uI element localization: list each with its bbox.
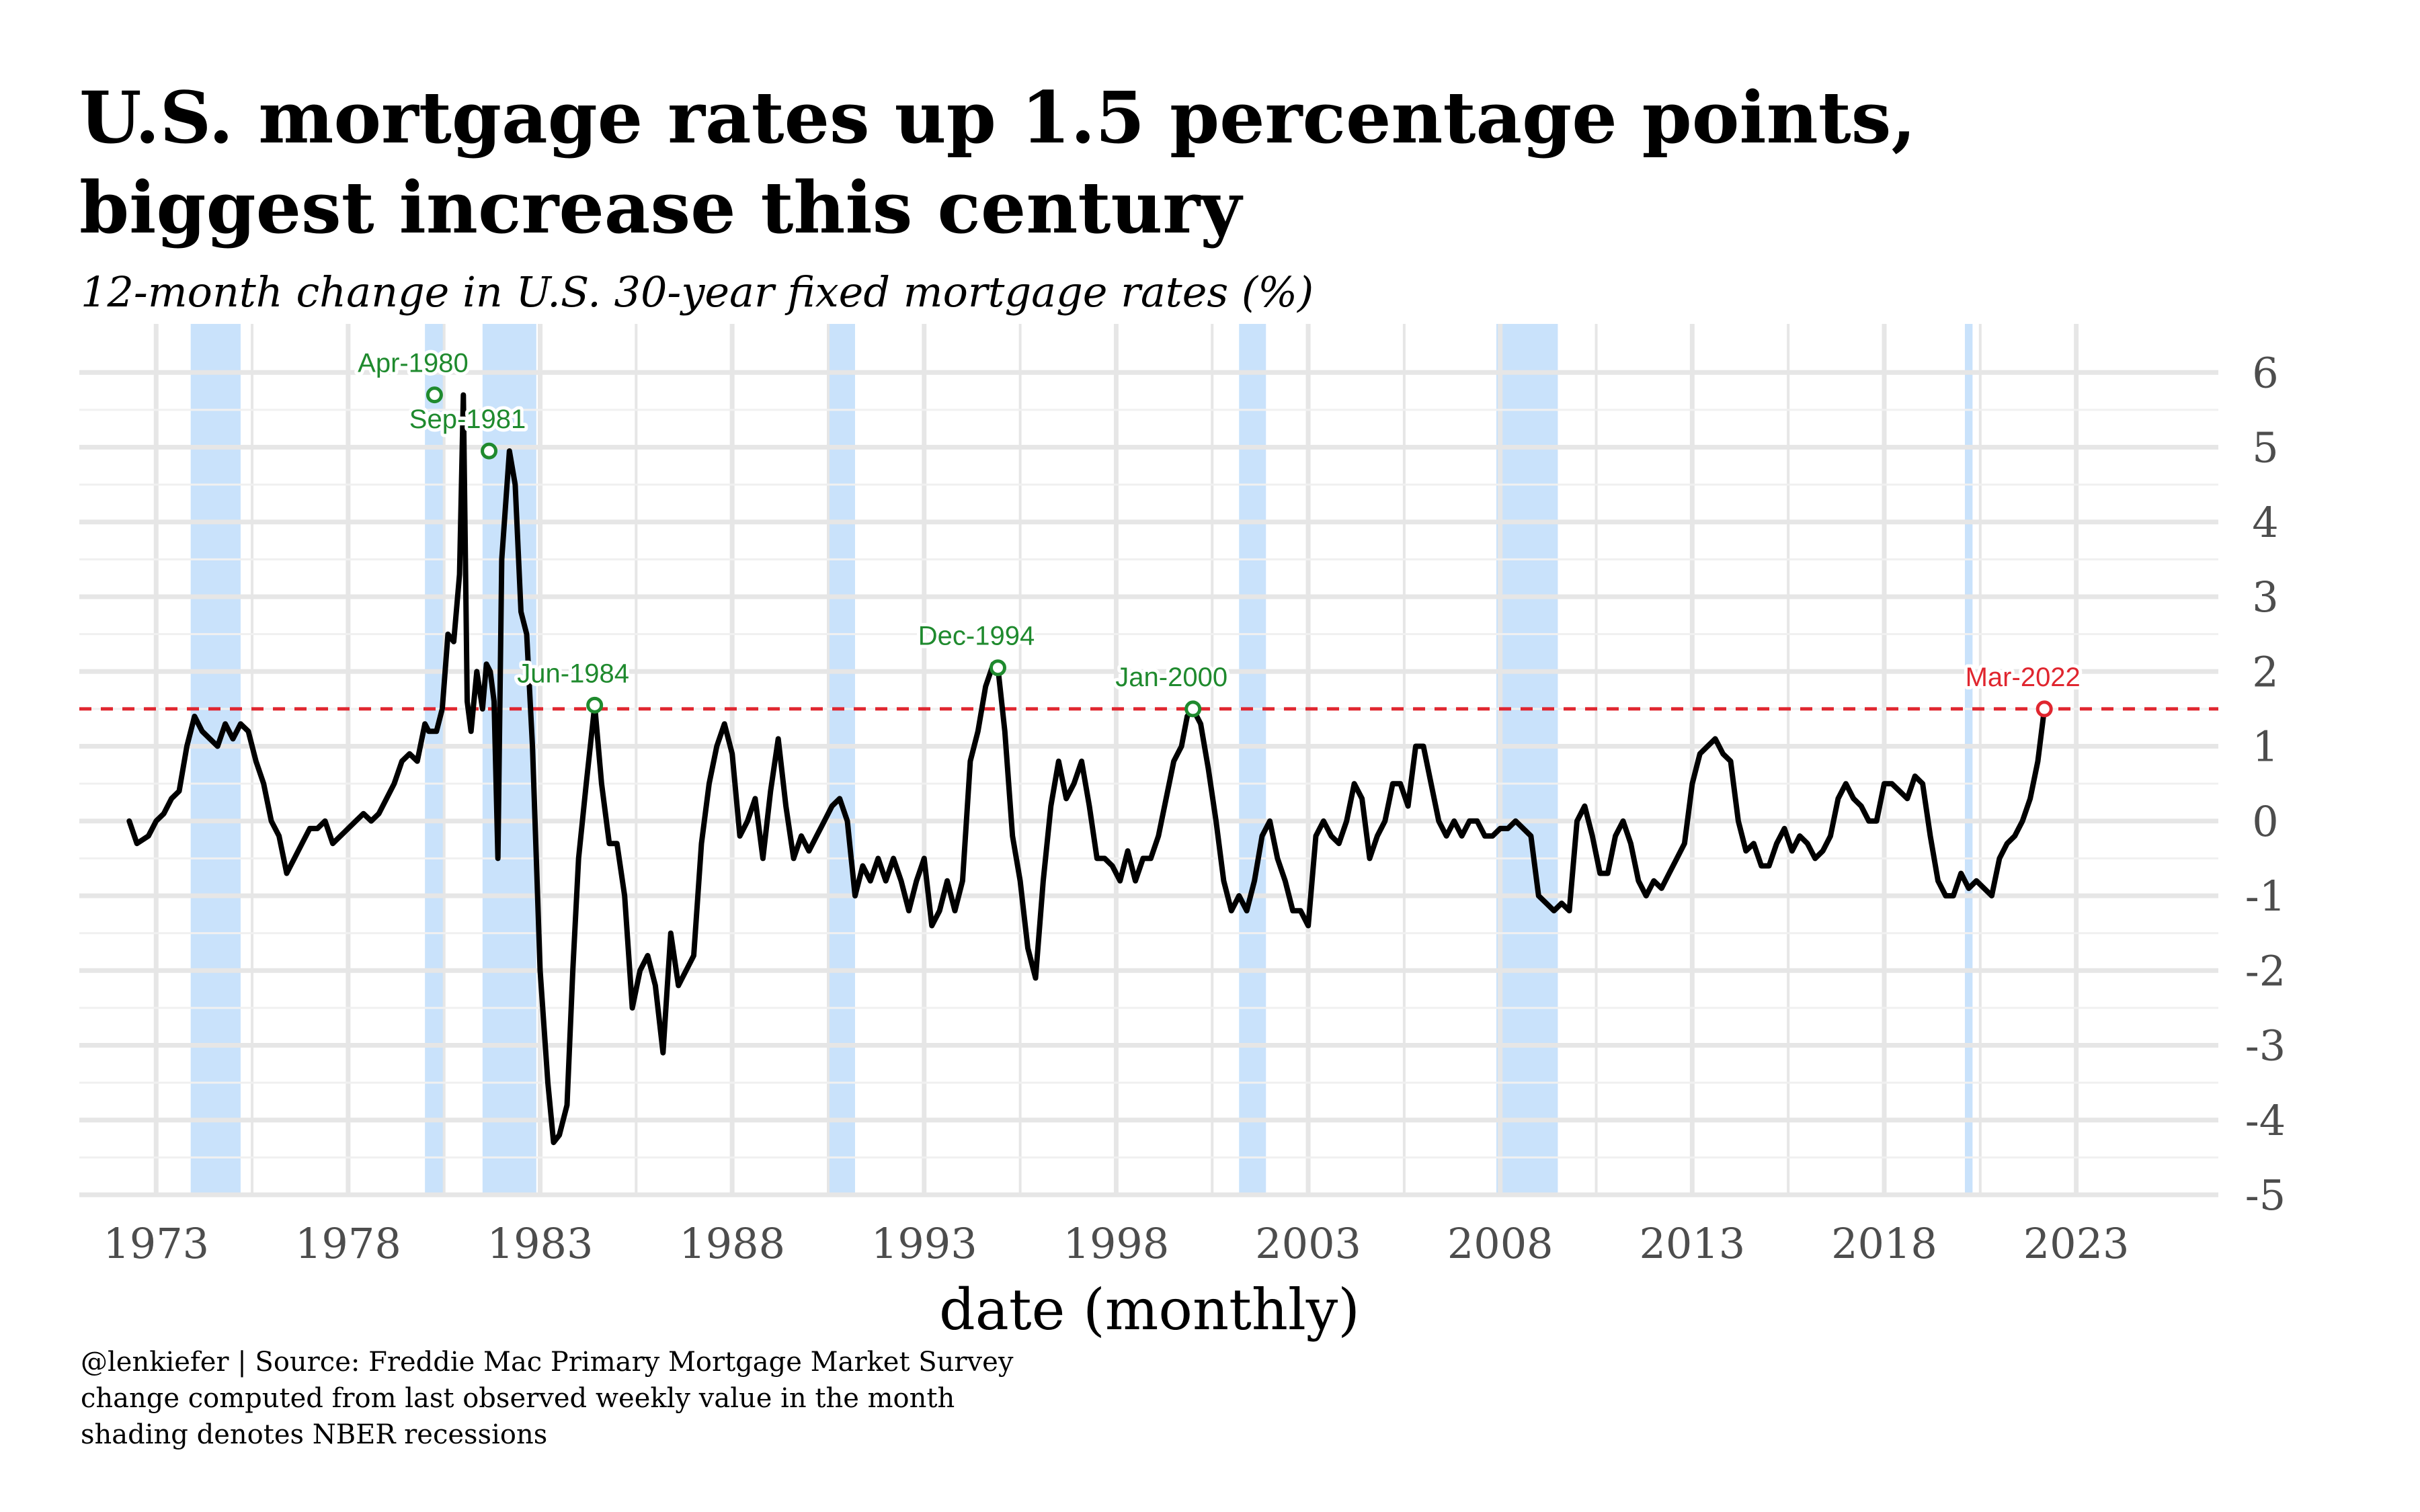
recession-band-7: [1964, 324, 1973, 1195]
x-tick-1998: 1998: [1063, 1219, 1170, 1268]
annotation-point-3: [586, 696, 604, 714]
y-tick--1: -1: [2245, 872, 2286, 921]
chart-title-line-2: biggest increase this century: [79, 165, 1242, 249]
annotation-label-6: Mar-2022: [1966, 663, 2081, 692]
x-tick-1993: 1993: [871, 1219, 977, 1268]
annotation-point-4: [989, 659, 1006, 677]
x-tick-1973: 1973: [103, 1219, 209, 1268]
x-tick-2018: 2018: [1831, 1219, 1937, 1268]
x-tick-2013: 2013: [1639, 1219, 1745, 1268]
caption-line-1: @lenkiefer | Source: Freddie Mac Primary…: [81, 1347, 1014, 1378]
caption-line-2: change computed from last observed weekl…: [81, 1383, 955, 1414]
annotation-label-4: Dec-1994: [918, 622, 1035, 651]
series-line-1: [126, 392, 2048, 1146]
annotation-point-1: [426, 386, 443, 404]
y-tick-0: 0: [2252, 797, 2278, 846]
chart-subtitle: 12-month change in U.S. 30-year fixed mo…: [81, 267, 1314, 317]
recession-band-4: [828, 324, 855, 1195]
annotation-label-2: Sep-1981: [409, 405, 526, 434]
chart-title-line-1: U.S. mortgage rates up 1.5 percentage po…: [79, 75, 1917, 159]
x-axis-tick-labels: 1973 1978 1983 1988 1993 1998 2003 2008 2013 2018…: [103, 1219, 2129, 1268]
annotation-label-5: Jan-2000: [1115, 663, 1227, 692]
x-tick-2023: 2023: [2023, 1219, 2130, 1268]
annotation-label-3: Jun-1984: [517, 659, 629, 688]
x-tick-2003: 2003: [1255, 1219, 1361, 1268]
recession-band-1: [190, 324, 241, 1195]
y-tick-5: 5: [2252, 423, 2278, 472]
caption-line-3: shading denotes NBER recessions: [81, 1419, 548, 1450]
x-tick-1978: 1978: [295, 1219, 401, 1268]
chart-title: U.S. mortgage rates up 1.5 percentage po…: [79, 73, 2298, 253]
x-tick-2008: 2008: [1447, 1219, 1554, 1268]
grid-lines: [79, 324, 2218, 1198]
series-group: [126, 392, 2048, 1146]
y-axis-tick-labels: 6 5 4 3 2 1 0 -1 -2 -3 -4 -5: [2245, 348, 2286, 1220]
x-axis-label: date (monthly): [939, 1277, 1360, 1343]
y-tick-2: 2: [2252, 647, 2278, 696]
annotation-point-2: [481, 442, 498, 460]
y-tick--5: -5: [2245, 1171, 2286, 1220]
x-tick-1983: 1983: [487, 1219, 594, 1268]
chart-caption: @lenkiefer | Source: Freddie Mac Primary…: [81, 1344, 1013, 1453]
annotations: Apr-1980 Sep-1981 Jun-1984 Dec-1994 Jan-2000…: [354, 345, 2084, 718]
annotation-point-5: [1184, 700, 1202, 718]
y-tick--4: -4: [2245, 1096, 2286, 1145]
y-tick--2: -2: [2245, 946, 2286, 995]
y-tick-3: 3: [2252, 573, 2278, 622]
recession-shading: [190, 324, 1973, 1195]
recession-band-5: [1239, 324, 1266, 1195]
x-tick-1988: 1988: [679, 1219, 785, 1268]
recession-band-2: [425, 324, 444, 1195]
y-tick--3: -3: [2245, 1021, 2286, 1070]
recession-band-6: [1496, 324, 1558, 1195]
y-tick-6: 6: [2252, 348, 2278, 397]
y-tick-4: 4: [2252, 498, 2278, 547]
y-tick-1: 1: [2252, 722, 2278, 771]
annotation-point-6: [2035, 700, 2053, 718]
annotation-label-1: Apr-1980: [358, 349, 469, 378]
